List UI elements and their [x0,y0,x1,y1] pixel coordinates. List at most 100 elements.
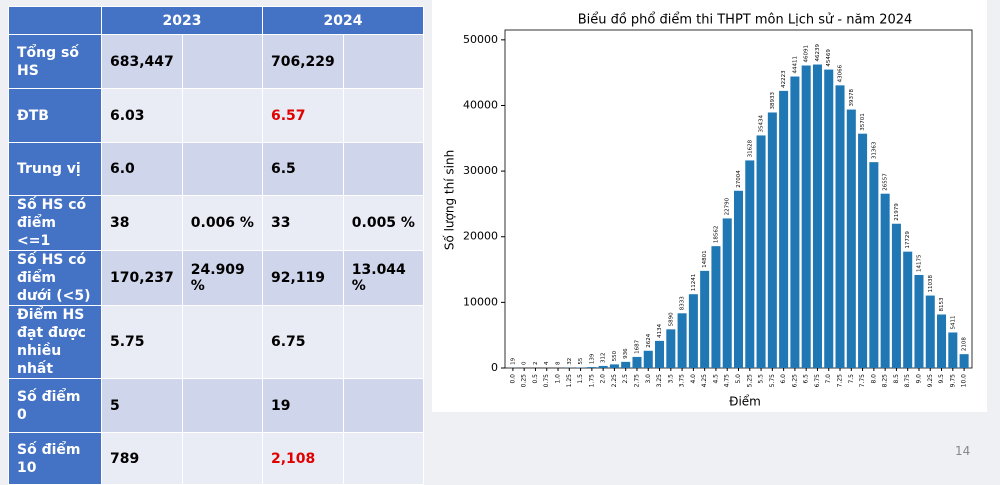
value-label: 5411 [950,315,956,329]
bar [914,275,923,368]
value-label: 38933 [770,91,776,109]
bar [587,367,596,368]
header-row: 2023 2024 [9,7,424,35]
x-tick-label: 4.75 [724,374,731,388]
value-label: 27004 [736,170,742,188]
value-label: 2624 [646,333,652,347]
bar [644,351,653,368]
bar [813,65,822,368]
bar [903,252,912,368]
x-tick-label: 2.0 [600,374,607,384]
cell [343,143,423,196]
value-label: 14801 [702,250,708,268]
value-label: 26557 [883,173,889,191]
cell: 5.75 [102,306,183,379]
bar [711,246,720,368]
bar [745,160,754,368]
value-label: 2 [533,361,539,365]
bar [892,224,901,368]
cell: 6.75 [263,306,344,379]
row-label: Số điểm 0 [9,379,102,433]
value-label: 4134 [657,323,663,337]
bar [678,313,687,368]
cell [182,89,262,143]
cell: 6.03 [102,89,183,143]
x-tick-label: 2.25 [611,374,618,388]
y-tick-label: 50000 [463,33,498,46]
cell: 6.0 [102,143,183,196]
x-tick-label: 1.0 [555,374,562,384]
x-tick-label: 1.5 [577,374,584,384]
cell: 0.005 % [343,196,423,251]
x-tick-label: 0.75 [543,374,550,388]
cell: 706,229 [263,35,344,89]
x-tick-label: 0.5 [532,374,539,384]
x-tick-label: 5.5 [758,374,765,384]
x-tick-label: 8.5 [893,374,900,384]
bar [723,218,732,368]
cell: 683,447 [102,35,183,89]
cell: 19 [263,379,344,433]
value-label: 17729 [905,231,911,249]
y-axis-label: Số lượng thí sinh [443,150,457,250]
x-axis-label: Điểm [729,395,761,409]
cell: 13.044 % [343,251,423,306]
row-label: Điểm HS đạt được nhiều nhất [9,306,102,379]
value-label: 18562 [713,226,719,244]
x-tick-label: 6.5 [803,374,810,384]
cell [343,89,423,143]
x-tick-label: 9.5 [938,374,945,384]
bar [858,134,867,368]
value-label: 46239 [815,44,821,62]
value-label: 4 [544,361,550,365]
cell: 24.909 % [182,251,262,306]
x-tick-label: 7.5 [848,374,855,384]
value-label: 35701 [860,113,866,131]
cell [182,35,262,89]
bar [599,366,608,368]
value-label: 8333 [680,296,686,310]
value-label: 32 [567,358,573,365]
cell [182,379,262,433]
x-tick-label: 4.0 [690,374,697,384]
cell [343,35,423,89]
bar [700,271,709,368]
x-tick-label: 4.25 [701,374,708,388]
x-tick-label: 8.0 [870,374,877,384]
x-tick-label: 9.75 [949,374,956,388]
corner [9,7,102,35]
x-tick-label: 3.75 [679,374,686,388]
x-tick-label: 7.75 [859,374,866,388]
x-tick-label: 2.75 [633,374,640,388]
cell: 6.57 [263,89,344,143]
value-label: 11241 [691,274,697,292]
cell: 6.5 [263,143,344,196]
value-label: 0 [522,361,528,365]
value-label: 44411 [792,56,798,74]
bar [632,357,641,368]
value-label: 19 [510,357,516,364]
row-label: Trung vị [9,143,102,196]
x-tick-label: 8.25 [882,374,889,388]
cell: 789 [102,433,183,485]
value-label: 21979 [894,203,900,221]
cell: 0.006 % [182,196,262,251]
bar [926,296,935,368]
bar [768,112,777,368]
cell [182,306,262,379]
value-label: 139 [589,353,595,364]
bar [960,354,969,368]
value-label: 55 [578,357,584,364]
bar [824,70,833,368]
value-label: 46091 [804,45,810,63]
value-label: 14175 [916,254,922,272]
value-label: 39378 [849,89,855,107]
value-label: 312 [601,352,607,363]
